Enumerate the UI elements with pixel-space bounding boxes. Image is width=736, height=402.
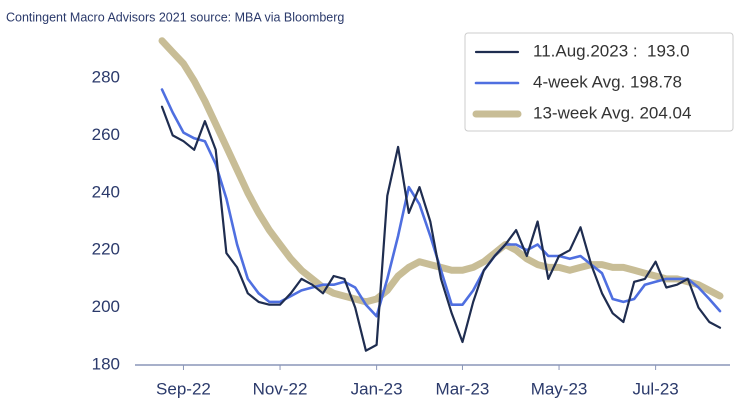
chart-title: Contingent Macro Advisors 2021 source: M… — [6, 10, 344, 24]
legend: 11.Aug.2023 : 193.0 4-week Avg. 198.78 13-… — [464, 32, 734, 132]
y-tick-label: 220 — [92, 240, 120, 259]
y-tick-label: 200 — [92, 297, 120, 316]
series-line — [160, 105, 722, 352]
x-tick-label: Jan-23 — [351, 379, 403, 398]
series-line — [160, 88, 722, 318]
x-tick-label: Jul-23 — [632, 379, 678, 398]
x-tick-label: May-23 — [531, 379, 588, 398]
legend-label: 4-week Avg. 198.78 — [533, 72, 682, 91]
y-tick-label: 240 — [92, 182, 120, 201]
y-tick-label: 260 — [92, 125, 120, 144]
legend-box — [464, 32, 734, 132]
x-tick-label: Sep-22 — [156, 379, 211, 398]
y-tick-label: 180 — [92, 354, 120, 373]
x-tick-label: Nov-22 — [253, 379, 308, 398]
y-tick-label: 280 — [92, 68, 120, 87]
legend-label: 11.Aug.2023 : 193.0 — [533, 41, 690, 60]
x-tick-label: Mar-23 — [436, 379, 490, 398]
legend-label: 13-week Avg. 204.04 — [533, 103, 691, 122]
